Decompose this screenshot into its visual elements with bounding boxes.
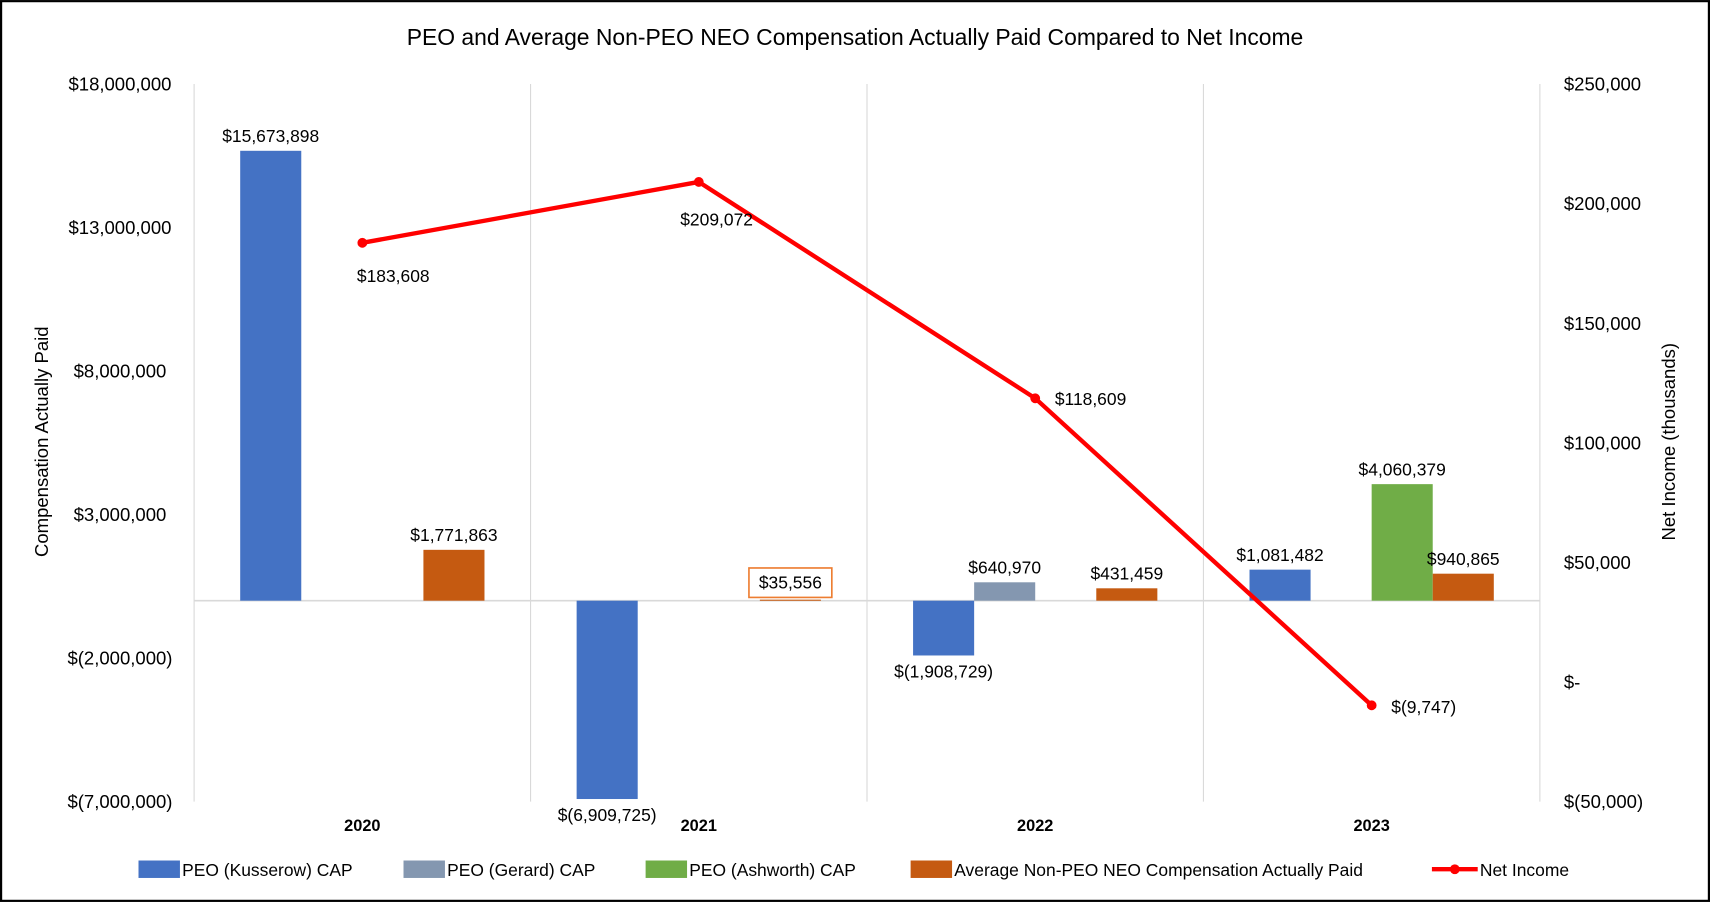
x-tick-label: 2021 [681, 817, 717, 835]
net-income-label: $(9,747) [1391, 697, 1456, 717]
legend-label: PEO (Kusserow) CAP [182, 860, 353, 880]
bar-average-non-peo-neo-compensation-actually-paid [759, 599, 821, 601]
data-label: $431,459 [1090, 564, 1163, 584]
x-tick-label: 2023 [1353, 817, 1389, 835]
legend-item: Average Non-PEO NEO Compensation Actuall… [910, 860, 1363, 880]
legend-label: Average Non-PEO NEO Compensation Actuall… [954, 860, 1363, 880]
x-tick-label: 2020 [344, 817, 380, 835]
legend-label: PEO (Gerard) CAP [447, 860, 595, 880]
y2-tick-label: $- [1564, 672, 1580, 693]
axis-ticks: $18,000,000 $13,000,000 $8,000,000 $3,000,0… [67, 74, 1643, 835]
net-income-marker [357, 237, 368, 248]
data-label: $940,865 [1427, 549, 1500, 569]
data-label-box [748, 567, 833, 599]
data-label: $15,673,898 [222, 126, 319, 146]
legend-item: Net Income [1431, 860, 1569, 880]
bar-average-non-peo-neo-compensation-actually-paid [1432, 573, 1494, 601]
data-label: $4,060,379 [1359, 459, 1446, 479]
net-income-label: $209,072 [680, 210, 753, 230]
legend-item: PEO (Kusserow) CAP [138, 860, 353, 880]
bar-peo-kusserow-cap [1249, 569, 1311, 601]
net-income-marker [693, 177, 704, 187]
x-tick-label: 2022 [1017, 817, 1053, 835]
net-income-marker [1366, 700, 1377, 711]
net-income-label: $183,608 [357, 266, 430, 286]
legend: PEO (Kusserow) CAP PEO (Gerard) CAP PEO (A… [138, 860, 1569, 880]
y2-tick-label: $200,000 [1564, 193, 1641, 214]
y2-tick-label: $50,000 [1564, 552, 1631, 573]
net-income-marker [1030, 393, 1041, 404]
legend-item: PEO (Gerard) CAP [403, 860, 595, 880]
legend-label: Net Income [1480, 860, 1569, 880]
data-label: $(6,909,725) [558, 805, 657, 825]
legend-marker [1449, 864, 1460, 875]
y-tick-label: $13,000,000 [68, 217, 171, 238]
legend-swatch [138, 860, 180, 878]
net-income-label: $118,609 [1055, 389, 1126, 409]
bar-average-non-peo-neo-compensation-actually-paid [1096, 588, 1158, 601]
data-label: $1,771,863 [410, 525, 497, 545]
net-income-line [357, 177, 1377, 711]
bars [240, 150, 1494, 800]
y2-tick-label: $(50,000) [1564, 791, 1643, 812]
y-axis-label: Compensation Actually Paid [31, 326, 52, 557]
y-tick-label: $8,000,000 [74, 361, 167, 382]
data-label: $35,556 [759, 573, 822, 593]
y-tick-label: $(2,000,000) [67, 648, 172, 669]
y-tick-label: $(7,000,000) [67, 791, 172, 812]
gridlines [193, 84, 1541, 802]
net-income-line-path [361, 179, 1374, 707]
data-label: $1,081,482 [1236, 545, 1323, 565]
bar-peo-ashworth-cap [1371, 484, 1433, 601]
legend-item: PEO (Ashworth) CAP [645, 860, 856, 880]
bar-peo-kusserow-cap [240, 150, 302, 601]
y-tick-label: $3,000,000 [74, 504, 167, 525]
y2-tick-label: $100,000 [1564, 432, 1641, 453]
y2-tick-label: $250,000 [1564, 74, 1641, 95]
chart-title: PEO and Average Non-PEO NEO Compensation… [407, 24, 1304, 50]
bar-peo-kusserow-cap [576, 600, 638, 800]
y-tick-label: $18,000,000 [68, 74, 171, 95]
bar-peo-gerard-cap [974, 582, 1036, 601]
data-labels: $15,673,898 $(6,909,725) $(1,908,729) $1,08… [222, 126, 1499, 825]
data-label: $(1,908,729) [894, 661, 993, 681]
bar-average-non-peo-neo-compensation-actually-paid [423, 549, 485, 601]
y2-axis-label: Net Income (thousands) [1658, 343, 1679, 541]
legend-swatch [645, 860, 688, 878]
legend-label: PEO (Ashworth) CAP [689, 860, 856, 880]
y2-tick-label: $150,000 [1564, 313, 1641, 334]
legend-swatch [403, 860, 445, 878]
data-label: $640,970 [968, 558, 1041, 578]
legend-swatch [910, 860, 953, 878]
bar-peo-kusserow-cap [913, 600, 975, 656]
